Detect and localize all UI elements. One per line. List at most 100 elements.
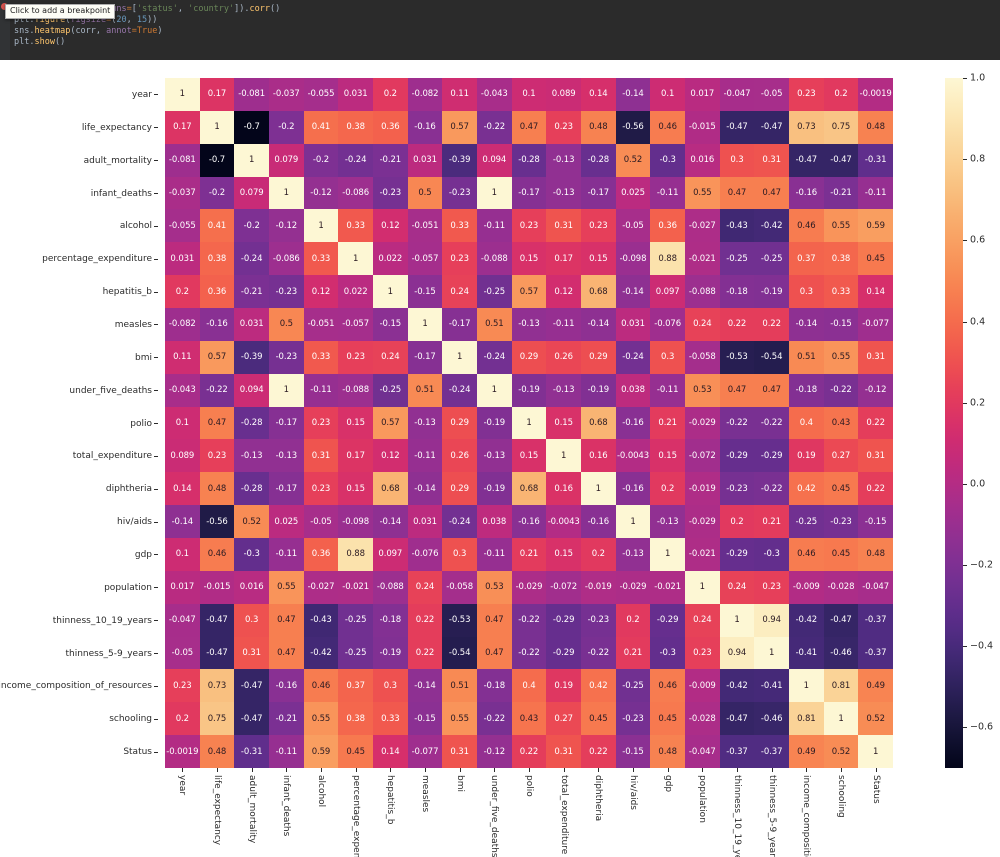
heatmap-cell: -0.43 (719, 209, 755, 243)
heatmap-cell: -0.2 (303, 143, 339, 177)
heatmap-cell: 0.31 (546, 735, 581, 768)
heatmap-cell: -0.05 (615, 209, 651, 243)
heatmap-cell: 0.68 (511, 472, 547, 506)
heatmap-cell: 0.3 (234, 603, 269, 637)
heatmap-cell: 0.19 (546, 669, 581, 703)
heatmap-cell: -0.021 (650, 570, 685, 604)
heatmap-cell: 0.55 (823, 340, 859, 374)
colorbar-tick-mark (963, 78, 967, 79)
x-axis-tick-mark (840, 768, 842, 772)
heatmap-cell: -0.13 (407, 406, 443, 440)
heatmap-cell: -0.24 (338, 143, 373, 177)
heatmap-cell: 1 (477, 176, 512, 210)
heatmap-cell: 0.53 (477, 570, 512, 604)
breakpoint-icon[interactable] (1, 3, 8, 10)
heatmap-cell: -0.019 (685, 472, 720, 506)
heatmap-cell: 0.4 (789, 406, 824, 440)
x-axis-tick: under_five_deaths (477, 768, 512, 857)
heatmap-cell: -0.42 (719, 669, 755, 703)
x-axis-tick: hiv/aids (616, 768, 651, 855)
heatmap-cell: -0.16 (269, 669, 304, 703)
heatmap-cell: -0.037 (269, 78, 304, 111)
y-axis-tick-label: population (104, 582, 152, 593)
editor-gutter[interactable] (0, 0, 10, 60)
heatmap-cell: 0.49 (858, 669, 893, 703)
x-axis-tick-label: measles (419, 775, 430, 813)
code-line[interactable]: sns.heatmap(corr, annot=True) (14, 26, 163, 36)
heatmap-cell: 0.15 (338, 472, 373, 506)
heatmap-cell: 1 (581, 472, 616, 506)
code-line[interactable]: plt.figure(figsize=(20, 15)) (14, 15, 158, 25)
x-axis-tick-label: adult_mortality (246, 775, 257, 844)
heatmap-cell: -0.2 (269, 110, 304, 144)
heatmap-cell: 0.2 (719, 505, 755, 538)
heatmap-cell: -0.081 (165, 143, 200, 177)
heatmap-cell: -0.37 (754, 735, 789, 768)
x-axis-tick: bmi (442, 768, 477, 855)
heatmap-cell: -0.13 (269, 439, 304, 473)
heatmap-cell: 0.22 (754, 308, 789, 341)
x-axis-tick-mark (182, 768, 184, 772)
heatmap-cell: -0.47 (234, 702, 269, 736)
y-axis-labels: year life_expectancy adult_mortality infant… (0, 78, 160, 768)
heatmap-cell: 1 (338, 242, 373, 276)
heatmap-cell: -0.081 (234, 78, 269, 111)
heatmap-cell: 0.22 (858, 406, 893, 440)
heatmap-cell: -0.16 (581, 505, 616, 538)
x-axis-tick-label: bmi (454, 775, 465, 792)
heatmap-cell: -0.051 (407, 209, 443, 243)
y-axis-tick-label: measles (114, 320, 152, 330)
heatmap-cell: 1 (269, 373, 304, 407)
heatmap-cell: 0.33 (303, 340, 339, 374)
heatmap-cell: 1 (615, 505, 651, 538)
heatmap-cell: -0.05 (754, 78, 789, 111)
heatmap-cell: 0.2 (615, 603, 651, 637)
heatmap-cell: 1 (546, 439, 581, 473)
heatmap-cell: -0.17 (442, 308, 477, 341)
heatmap-cell: 0.14 (858, 275, 893, 308)
heatmap-cell: 0.031 (407, 143, 443, 177)
heatmap-cell: -0.047 (165, 603, 200, 637)
x-axis-tick-mark (459, 768, 461, 772)
x-axis-tick: Status (858, 768, 893, 855)
heatmap-cell: -0.16 (407, 110, 443, 144)
heatmap-cell: 0.3 (719, 143, 755, 177)
heatmap-cell: 0.31 (858, 340, 893, 374)
heatmap-cell: -0.22 (581, 636, 616, 670)
heatmap-cell: -0.11 (407, 439, 443, 473)
heatmap-cell: 1 (373, 275, 408, 308)
heatmap-cell: -0.23 (823, 505, 859, 538)
x-axis-tick-label: income_composition_of_resources (801, 775, 812, 857)
heatmap-cell: 0.14 (165, 472, 200, 506)
heatmap-cell: -0.14 (789, 308, 824, 341)
heatmap-cell: 0.19 (789, 439, 824, 473)
heatmap-cell: 0.46 (650, 110, 685, 144)
y-axis-tick-label: hepatitis_b (102, 287, 152, 298)
heatmap-cell: 0.55 (269, 570, 304, 604)
heatmap-cell: 1 (477, 373, 512, 407)
x-axis-tick: percentage_expenditure (338, 768, 373, 857)
heatmap-cell: -0.14 (615, 275, 651, 308)
heatmap-cell: -0.22 (477, 702, 512, 736)
heatmap-cell: -0.18 (477, 669, 512, 703)
heatmap-cell: -0.25 (615, 669, 651, 703)
x-axis-tick-mark (771, 768, 773, 772)
heatmap-cell: 0.15 (650, 439, 685, 473)
heatmap-cell: -0.14 (615, 78, 651, 111)
heatmap-cell: 0.68 (373, 472, 408, 506)
heatmap-cell: -0.13 (546, 176, 581, 210)
code-line[interactable]: plt.show() (14, 37, 66, 47)
heatmap-cell: -0.12 (477, 735, 512, 768)
heatmap-cell: 0.47 (199, 406, 235, 440)
heatmap-cell: 0.3 (442, 538, 477, 571)
heatmap-cell: 0.68 (581, 406, 616, 440)
heatmap-cell: -0.25 (373, 373, 408, 407)
heatmap-cell: 0.57 (511, 275, 547, 308)
y-axis-tick-mark (154, 390, 158, 392)
heatmap-cell: -0.16 (615, 406, 651, 440)
heatmap-cell: -0.077 (858, 308, 893, 341)
heatmap-cell: 0.1 (650, 78, 685, 111)
y-axis-tick-mark (154, 94, 158, 96)
heatmap-cell: -0.22 (754, 472, 789, 506)
heatmap-cell: 0.22 (719, 308, 755, 341)
